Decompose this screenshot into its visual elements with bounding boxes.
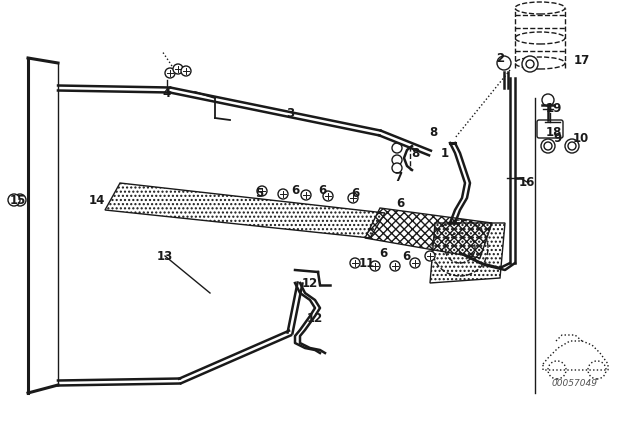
Circle shape <box>350 258 360 268</box>
Text: 17: 17 <box>574 53 590 66</box>
Text: 14: 14 <box>89 194 105 207</box>
Text: 7: 7 <box>394 171 402 184</box>
Text: 2: 2 <box>496 52 504 65</box>
FancyBboxPatch shape <box>537 120 563 138</box>
Text: 00057049: 00057049 <box>552 379 598 388</box>
Circle shape <box>173 64 183 74</box>
Text: 8: 8 <box>411 146 419 159</box>
Text: 5: 5 <box>255 186 263 199</box>
Circle shape <box>542 94 554 106</box>
Circle shape <box>544 142 552 150</box>
Circle shape <box>526 60 534 68</box>
Text: 15: 15 <box>10 194 26 207</box>
Circle shape <box>301 190 311 200</box>
Text: 4: 4 <box>163 86 171 99</box>
Text: 12: 12 <box>307 311 323 324</box>
Circle shape <box>541 139 555 153</box>
Circle shape <box>8 194 20 206</box>
Circle shape <box>348 193 358 203</box>
Text: 6: 6 <box>351 186 359 199</box>
Circle shape <box>370 261 380 271</box>
Circle shape <box>392 163 402 173</box>
Text: 6: 6 <box>396 197 404 210</box>
Text: 16: 16 <box>519 176 535 189</box>
Circle shape <box>565 139 579 153</box>
Text: 6: 6 <box>291 184 299 197</box>
Text: 10: 10 <box>573 132 589 145</box>
Text: 12: 12 <box>302 276 318 289</box>
Circle shape <box>323 191 333 201</box>
Text: 11: 11 <box>359 257 375 270</box>
Text: 6: 6 <box>379 246 387 259</box>
Text: 3: 3 <box>286 107 294 120</box>
Circle shape <box>392 155 402 165</box>
Circle shape <box>390 261 400 271</box>
Circle shape <box>410 258 420 268</box>
Text: 9: 9 <box>553 132 561 145</box>
Circle shape <box>568 142 576 150</box>
Text: 6: 6 <box>402 250 410 263</box>
Text: 18: 18 <box>546 125 562 138</box>
Text: 1: 1 <box>441 146 449 159</box>
Circle shape <box>278 189 288 199</box>
Circle shape <box>14 194 26 206</box>
Circle shape <box>181 66 191 76</box>
Text: 13: 13 <box>157 250 173 263</box>
Circle shape <box>425 251 435 261</box>
Circle shape <box>257 186 267 196</box>
Circle shape <box>497 56 511 70</box>
Circle shape <box>392 143 402 153</box>
Text: 8: 8 <box>429 125 437 138</box>
Text: 19: 19 <box>546 102 562 115</box>
Circle shape <box>165 68 175 78</box>
Text: 6: 6 <box>318 184 326 197</box>
Circle shape <box>522 56 538 72</box>
